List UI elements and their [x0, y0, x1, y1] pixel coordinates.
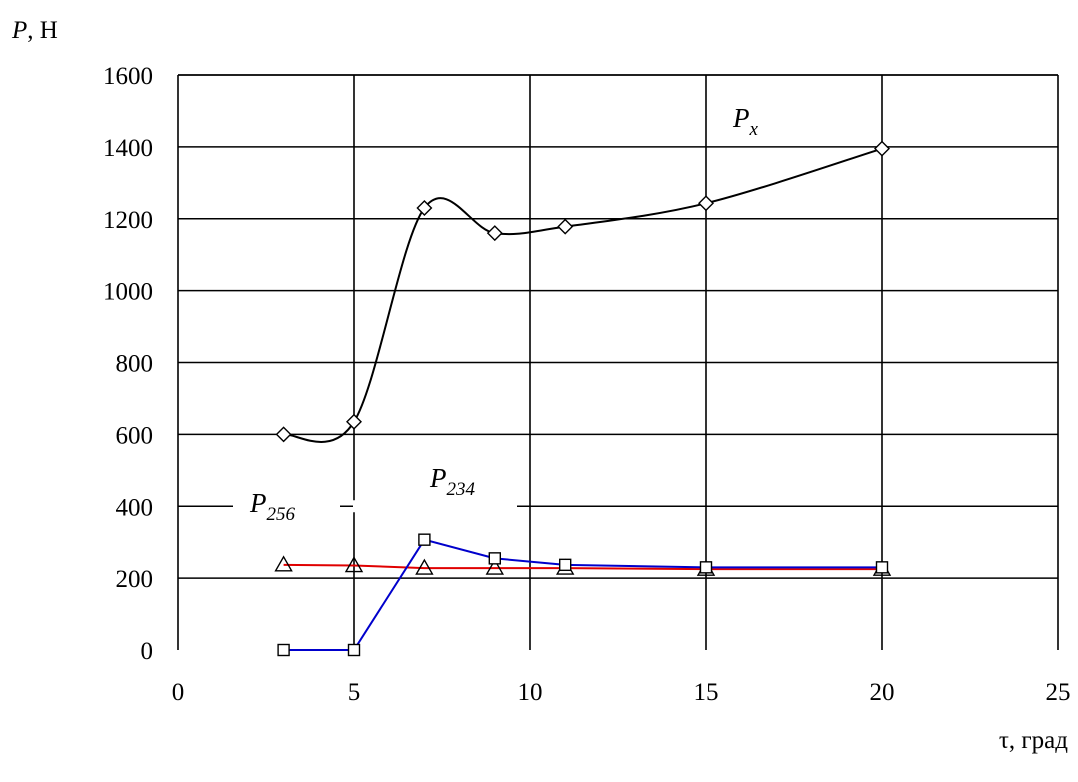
data-point-P234: [875, 561, 889, 574]
series-line-P234: [283, 538, 882, 651]
data-point-P256: [344, 556, 364, 573]
y-tick-label: 1600: [103, 63, 153, 90]
data-point-P234: [699, 561, 713, 574]
y-tick-label: 0: [141, 638, 154, 665]
data-point-P234: [488, 552, 501, 565]
data-point-Px: [346, 413, 362, 430]
series-layer: [274, 140, 892, 657]
x-axis-label: τ, град: [999, 727, 1068, 754]
x-tick-label: 15: [694, 679, 719, 706]
y-tick-label: 1200: [103, 207, 153, 234]
x-tick-label: 20: [870, 679, 895, 706]
data-point-Px: [275, 426, 292, 443]
x-tick-label: 25: [1046, 679, 1071, 706]
data-point-P256: [485, 558, 505, 575]
data-point-Px: [698, 195, 714, 212]
data-point-P234: [418, 533, 431, 546]
series-label-p234: P234: [429, 463, 476, 500]
y-tick-label: 400: [116, 494, 154, 521]
y-tick-label: 800: [116, 351, 154, 378]
data-point-P234: [559, 558, 572, 572]
tick-labels: 0 200 400 600 800 1000 1200 1400 1600 0 5 10 15 20 25: [103, 63, 1071, 706]
label-gap: [353, 500, 517, 513]
data-point-Px: [874, 140, 890, 157]
data-point-Px: [416, 199, 433, 216]
x-tick-label: 5: [348, 679, 361, 706]
data-point-Px: [486, 225, 503, 242]
y-tick-label: 600: [116, 422, 154, 449]
y-axis-label: P, Н: [11, 17, 58, 44]
data-point-P256: [415, 558, 434, 575]
data-point-P234: [347, 643, 361, 657]
grid: [177, 74, 1059, 650]
data-point-P234: [277, 643, 290, 657]
series-label-p256: P256: [249, 488, 296, 525]
label-gap: [233, 500, 340, 513]
x-tick-label: 10: [518, 679, 543, 706]
x-tick-label: 0: [172, 679, 185, 706]
series-label-px: Px: [732, 103, 759, 140]
y-tick-label: 200: [116, 566, 154, 593]
y-tick-label: 1400: [103, 135, 153, 162]
data-point-Px: [557, 218, 574, 235]
series-line-Px: [283, 147, 883, 443]
y-tick-label: 1000: [103, 279, 153, 306]
data-point-P256: [274, 555, 293, 572]
